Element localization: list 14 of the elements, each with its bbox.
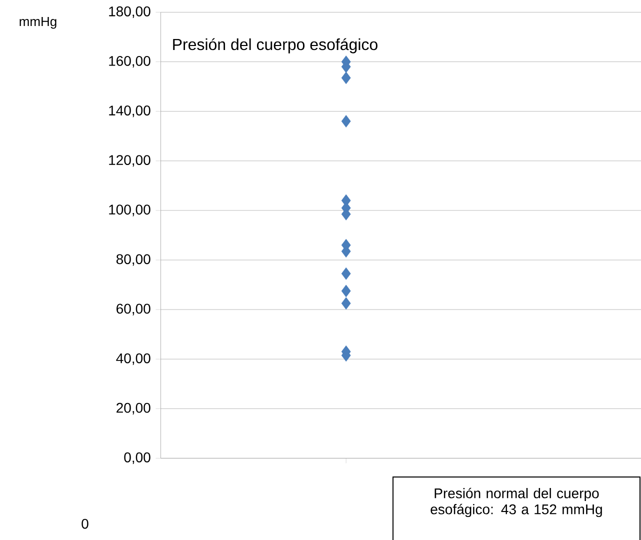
y-tick-label: 120,00 xyxy=(109,155,150,167)
y-tick-label: 100,00 xyxy=(109,204,150,216)
y-tick-label: 60,00 xyxy=(116,304,150,316)
y-tick-label: 180,00 xyxy=(109,6,150,18)
y-tick-label: 80,00 xyxy=(116,254,150,266)
y-axis-title: mmHg xyxy=(20,17,56,29)
text: 0 xyxy=(82,518,88,529)
y-tick-label: 0,00 xyxy=(124,452,150,464)
text: Presión normal del cuerpo esofágico: 43 a 152 mmHg xyxy=(430,488,602,518)
text: Presión del cuerpo esofágico xyxy=(173,38,378,54)
y-tick-label: 140,00 xyxy=(109,106,150,118)
y-tick-label: 40,00 xyxy=(116,353,150,365)
y-tick-label: 20,00 xyxy=(116,402,150,414)
y-tick-label: 160,00 xyxy=(109,56,150,68)
